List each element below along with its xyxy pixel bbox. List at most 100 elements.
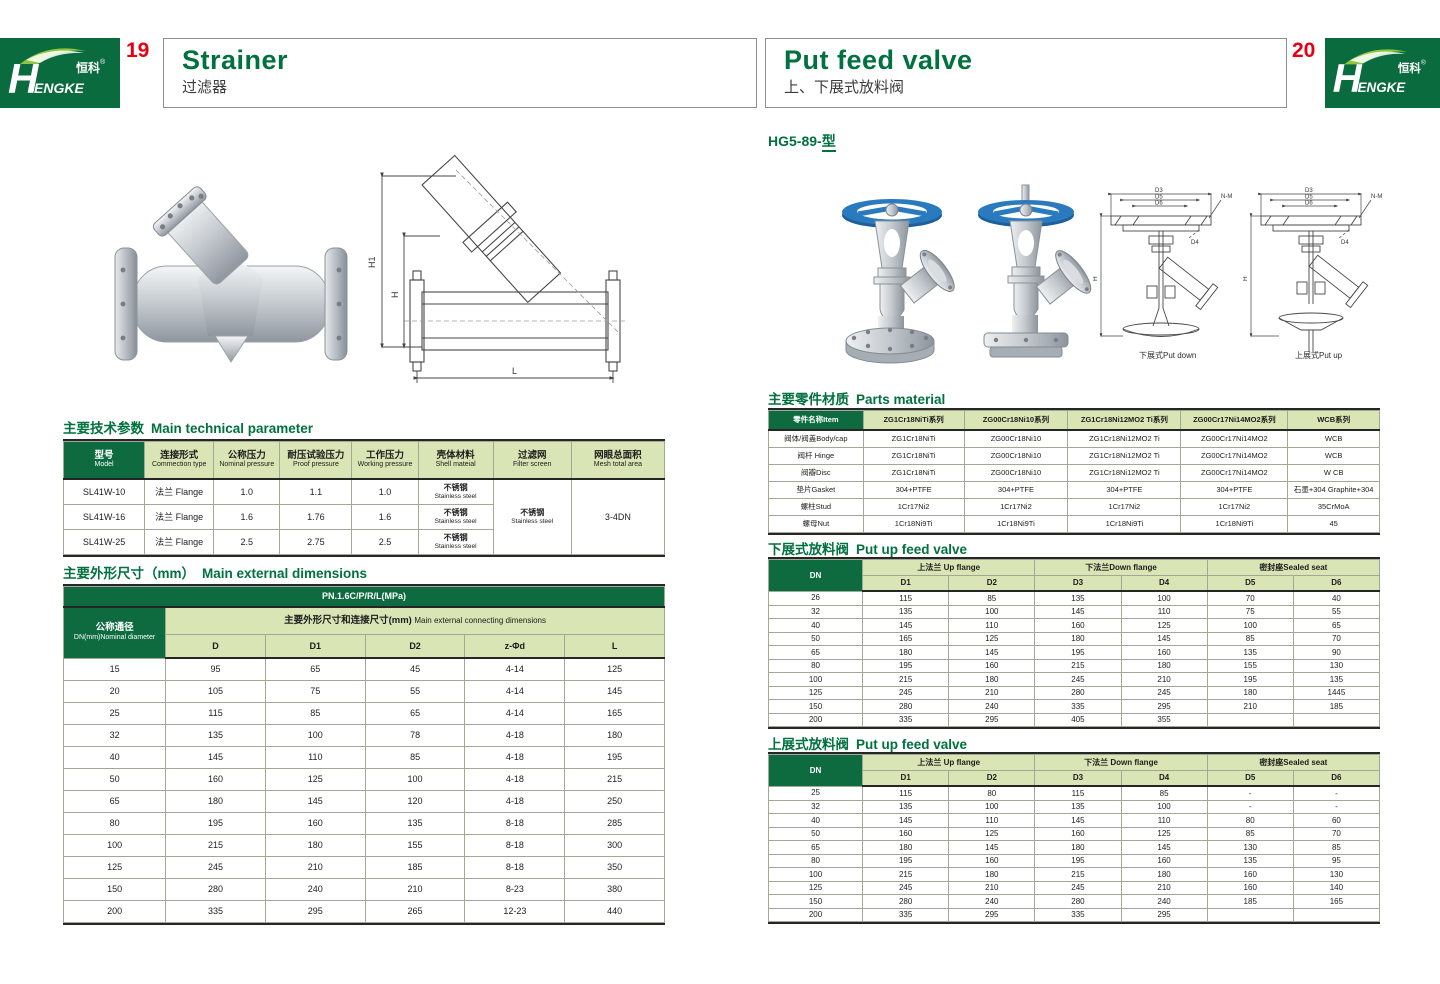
table-cell: 195 xyxy=(862,658,950,673)
table-cell: 60 xyxy=(1292,813,1381,828)
table-cell: 215 xyxy=(165,834,266,857)
table-cell: 125 xyxy=(948,826,1036,841)
table-cell: 200 xyxy=(62,900,167,923)
external-dims-table: PN.1.6C/P/R/L(MPa) 公称通径 DN(mm)Nominal dia… xyxy=(62,584,665,925)
table-cell: 145 xyxy=(1034,604,1122,619)
table-cell: 280 xyxy=(862,894,950,909)
table-cell: 95 xyxy=(165,657,266,681)
table-cell: 135 xyxy=(1206,645,1294,660)
table-cell xyxy=(1206,712,1294,727)
table-cell: 280 xyxy=(165,878,266,901)
table-cell: 145 xyxy=(1120,631,1208,646)
table-cell: 45 xyxy=(364,657,466,681)
table-cell: 280 xyxy=(1034,894,1122,909)
table-cell: 80 xyxy=(767,658,864,673)
table-header-row: D1 D2 D3 D4 D5 D6 xyxy=(769,770,1381,787)
svg-text:恒科: 恒科 xyxy=(76,60,100,75)
table-cell: 125 xyxy=(264,768,366,791)
svg-text:D6: D6 xyxy=(1155,201,1163,207)
table-cell: 145 xyxy=(948,840,1036,855)
table-cell: 110 xyxy=(264,746,366,769)
table-cell: 240 xyxy=(948,699,1036,714)
table-cell: 70 xyxy=(1292,631,1381,646)
table-cell: 25 xyxy=(62,702,167,725)
table-row: 80 195 160 195 160 135 95 xyxy=(767,853,1381,868)
valve-drawing-put-up: D3 D5 D6 N-M D4 H 上展式Put up xyxy=(1243,188,1382,360)
table-cell: 160 xyxy=(165,768,266,791)
table-cell: 245 xyxy=(862,685,950,700)
table-cell: 130 xyxy=(1206,840,1294,855)
table-cell: 1Cr18Ni9Ti xyxy=(963,515,1069,533)
table-cell: 150 xyxy=(767,699,864,714)
table-cell: 20 xyxy=(62,680,167,703)
table-cell: 240 xyxy=(948,894,1036,909)
table-cell: 335 xyxy=(1034,699,1122,714)
table-row: 阀体/阀盖Body/cap ZG1Cr18NiTi ZG00Cr18Ni10 ZG1C… xyxy=(768,429,1380,448)
table-cell: 80 xyxy=(62,812,167,835)
table-row: 100 215 180 245 210 195 135 xyxy=(767,672,1381,687)
table-body: 15 95 65 45 4-14 125 20 105 75 55 4-14 145 25 115 85 65… xyxy=(62,657,665,923)
table-cell: 100 xyxy=(767,672,864,687)
table-cell: 1Cr17Ni2 xyxy=(1067,498,1182,516)
section-title-down-feed: 下展式放料阀 Put up feed valve xyxy=(768,542,968,557)
table-cell: 110 xyxy=(1120,813,1208,828)
table-cell: 304+PTFE xyxy=(1067,481,1182,499)
table-cell: 285 xyxy=(564,812,665,835)
table-cell: 300 xyxy=(564,834,665,857)
table-cell: 4-18 xyxy=(464,746,566,769)
valve-drawing-put-down: D3 D5 D6 N-M D4 H 下展式Put down xyxy=(1093,188,1232,360)
hengke-logo-icon: H ENGKE 恒科 ® xyxy=(8,48,106,102)
table-row: 150 280 240 280 240 185 165 xyxy=(767,894,1381,909)
table-cell: 100 xyxy=(1120,590,1208,606)
table-cell: 1Cr17Ni2 xyxy=(963,498,1069,516)
table-cell: - xyxy=(1206,785,1294,801)
table-cell: 40 xyxy=(767,618,864,633)
table-cell: 160 xyxy=(1120,853,1208,868)
table-cell: 135 xyxy=(1034,799,1122,814)
table-row: SL41W-25 法兰 Flange 2.5 2.75 2.5 不锈钢 Stain… xyxy=(62,529,665,555)
svg-text:D5: D5 xyxy=(1155,195,1163,201)
table-cell: WCB xyxy=(1287,447,1380,465)
table-row: 32 135 100 78 4-18 180 xyxy=(62,724,665,747)
table-cell: 160 xyxy=(948,853,1036,868)
table-cell: 1445 xyxy=(1292,685,1381,700)
table-cell: 265 xyxy=(364,900,466,923)
table-cell: 280 xyxy=(862,699,950,714)
table-cell: 180 xyxy=(1034,840,1122,855)
hengke-logo-icon: H ENGKE 恒科 ® xyxy=(1333,49,1426,101)
parts-material-table: 零件名称Item ZG1Cr18NiTi系列 ZG00Cr18Ni10系列 ZG… xyxy=(768,408,1380,535)
table-cell: 螺母Nut xyxy=(768,515,864,533)
table-cell: 295 xyxy=(264,900,366,923)
table-cell: 195 xyxy=(862,853,950,868)
table-row: 125 245 210 245 210 160 140 xyxy=(767,880,1381,895)
table-cell: 180 xyxy=(1120,867,1208,882)
table-cell: 65 xyxy=(264,657,366,681)
table-cell: 180 xyxy=(862,840,950,855)
svg-text:D5: D5 xyxy=(1305,195,1313,201)
table-cell: 55 xyxy=(364,680,466,703)
table-body: 阀体/阀盖Body/cap ZG1Cr18NiTi ZG00Cr18Ni10 ZG1C… xyxy=(768,429,1380,533)
table-cell: 160 xyxy=(1034,618,1122,633)
svg-text:D4: D4 xyxy=(1341,240,1349,246)
table-cell: 115 xyxy=(862,785,950,801)
table-cell: 125 xyxy=(1120,618,1208,633)
table-cell: 135 xyxy=(1292,672,1381,687)
table-cell: 130 xyxy=(1292,867,1381,882)
table-cell: 160 xyxy=(862,826,950,841)
table-cell: 180 xyxy=(1120,658,1208,673)
right-page-title: Put feed valve xyxy=(784,45,973,75)
svg-text:L: L xyxy=(512,366,517,376)
table-cell: 145 xyxy=(1034,813,1122,828)
table-cell: ZG00Cr17Ni14MO2 xyxy=(1180,429,1289,448)
table-cell: 15 xyxy=(62,657,167,681)
table-cell: 295 xyxy=(1120,907,1208,922)
table-cell: 75 xyxy=(1206,604,1294,619)
table-cell: 295 xyxy=(1120,699,1208,714)
table-cell: 185 xyxy=(1292,699,1381,714)
table-cell: ZG1Cr18NiTi xyxy=(862,464,965,482)
table-cell: 335 xyxy=(1034,907,1122,922)
svg-text:上展式Put up: 上展式Put up xyxy=(1295,350,1343,360)
table-cell: ZG00Cr18Ni10 xyxy=(963,447,1069,465)
table-cell: 245 xyxy=(862,880,950,895)
table-cell: 125 xyxy=(1120,826,1208,841)
